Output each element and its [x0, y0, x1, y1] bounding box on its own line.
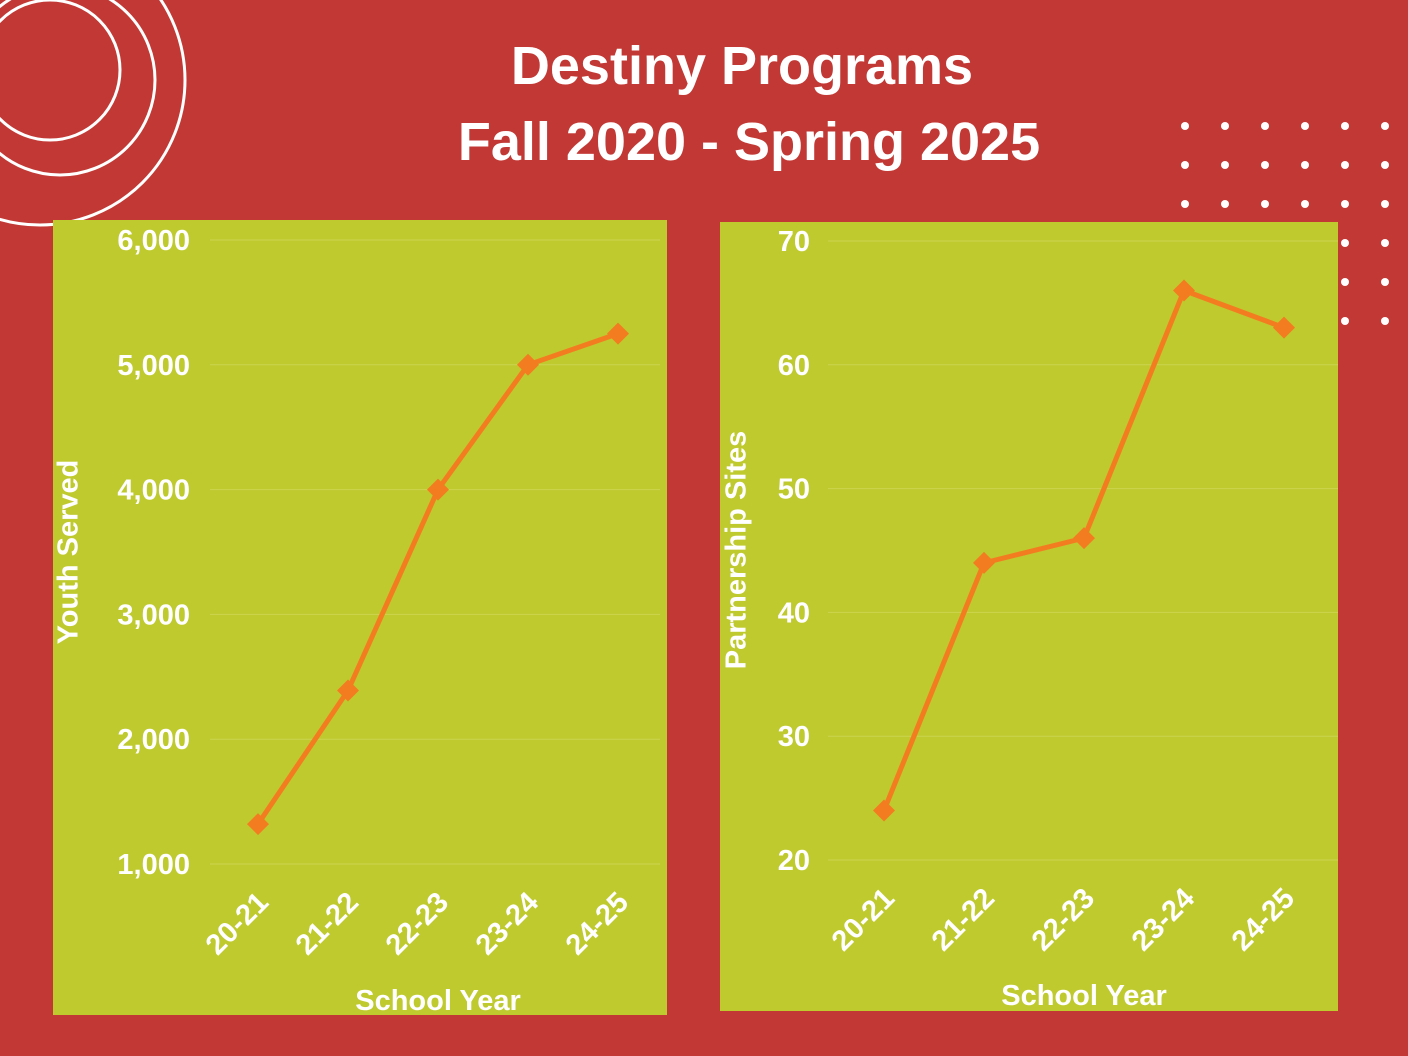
data-point [607, 322, 629, 345]
x-axis-label: School Year [1001, 980, 1167, 1012]
decorative-dot [1181, 161, 1189, 169]
data-point [337, 679, 359, 702]
decorative-dot [1341, 200, 1349, 208]
decorative-dot [1261, 122, 1269, 130]
data-point [247, 813, 269, 836]
y-tick-label: 1,000 [117, 849, 190, 881]
decorative-dot [1181, 200, 1189, 208]
data-point [517, 353, 539, 376]
data-point [1173, 279, 1195, 302]
decorative-dot [1341, 239, 1349, 247]
decorative-dot [1301, 161, 1309, 169]
y-tick-label: 50 [778, 474, 810, 506]
decorative-dot [1301, 122, 1309, 130]
y-tick-label: 3,000 [117, 599, 190, 631]
decorative-dot [1341, 161, 1349, 169]
decorative-circle [0, 0, 187, 227]
data-point [873, 799, 895, 822]
decorative-dot [1261, 200, 1269, 208]
data-point [427, 478, 449, 501]
data-point [973, 551, 995, 574]
decorative-dot [1381, 161, 1389, 169]
decorative-dot [1221, 161, 1229, 169]
decorative-dot [1381, 278, 1389, 286]
y-tick-label: 2,000 [117, 724, 190, 756]
data-point [1073, 527, 1095, 550]
x-axis-label: School Year [355, 985, 521, 1017]
y-axis-label: Partnership Sites [721, 431, 753, 670]
decorative-dot [1261, 161, 1269, 169]
decorative-dot [1381, 122, 1389, 130]
decorative-dot [1341, 317, 1349, 325]
decorative-dot [1381, 317, 1389, 325]
data-point [1273, 316, 1295, 339]
decorative-dot [1181, 122, 1189, 130]
y-tick-label: 70 [778, 226, 810, 258]
y-axis-label: Youth Served [53, 460, 85, 645]
page-title: Destiny Programs [510, 36, 974, 96]
y-tick-label: 40 [778, 597, 810, 629]
decorative-circle [0, 0, 122, 142]
y-tick-label: 4,000 [117, 475, 190, 507]
y-tick-label: 20 [778, 845, 810, 877]
decorative-dot [1341, 278, 1349, 286]
decorative-dot [1221, 122, 1229, 130]
decorative-dot [1221, 200, 1229, 208]
decorative-dot [1381, 200, 1389, 208]
chart-1: 1,000 2,000 3,000 4,000 5,000 6,000 Youth Serv… [53, 220, 667, 1017]
chart-panel [720, 222, 1338, 1011]
decorative-dot [1341, 122, 1349, 130]
decorative-dot [1381, 239, 1389, 247]
y-tick-label: 6,000 [117, 225, 190, 257]
decorative-circles [0, 0, 187, 227]
decorative-circle [0, 0, 157, 177]
y-tick-label: 5,000 [117, 350, 190, 382]
y-tick-label: 60 [778, 350, 810, 382]
page-subtitle: Fall 2020 - Spring 2025 [457, 112, 1041, 172]
y-tick-label: 30 [778, 721, 810, 753]
decorative-dot [1301, 200, 1309, 208]
